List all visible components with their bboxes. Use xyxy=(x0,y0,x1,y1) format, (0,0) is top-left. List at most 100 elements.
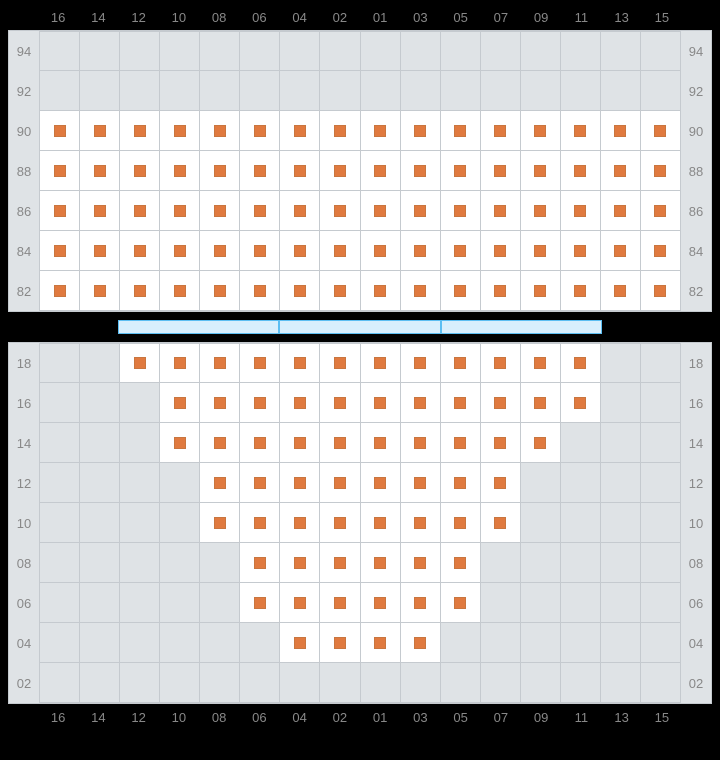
seat-available[interactable] xyxy=(320,191,360,231)
seat-available[interactable] xyxy=(120,271,160,311)
seat-available[interactable] xyxy=(361,191,401,231)
seat-available[interactable] xyxy=(320,111,360,151)
seat-available[interactable] xyxy=(200,151,240,191)
seat-available[interactable] xyxy=(401,191,441,231)
seat-available[interactable] xyxy=(481,343,521,383)
seat-available[interactable] xyxy=(441,151,481,191)
seat-available[interactable] xyxy=(200,423,240,463)
seat-available[interactable] xyxy=(39,191,80,231)
seat-available[interactable] xyxy=(280,151,320,191)
seat-available[interactable] xyxy=(320,271,360,311)
seat-available[interactable] xyxy=(521,423,561,463)
seat-available[interactable] xyxy=(561,271,601,311)
seat-available[interactable] xyxy=(280,623,320,663)
seat-available[interactable] xyxy=(280,383,320,423)
seat-available[interactable] xyxy=(120,151,160,191)
seat-available[interactable] xyxy=(240,271,280,311)
seat-available[interactable] xyxy=(441,231,481,271)
seat-available[interactable] xyxy=(441,271,481,311)
seat-available[interactable] xyxy=(160,191,200,231)
seat-available[interactable] xyxy=(601,231,641,271)
seat-available[interactable] xyxy=(39,151,80,191)
seat-available[interactable] xyxy=(320,151,360,191)
seat-available[interactable] xyxy=(481,463,521,503)
seat-available[interactable] xyxy=(320,543,360,583)
seat-available[interactable] xyxy=(160,151,200,191)
seat-available[interactable] xyxy=(401,463,441,503)
seat-available[interactable] xyxy=(481,191,521,231)
seat-available[interactable] xyxy=(521,271,561,311)
seat-available[interactable] xyxy=(200,503,240,543)
seat-available[interactable] xyxy=(361,383,401,423)
seat-available[interactable] xyxy=(441,503,481,543)
seat-available[interactable] xyxy=(401,343,441,383)
seat-available[interactable] xyxy=(521,231,561,271)
seat-available[interactable] xyxy=(160,343,200,383)
seat-available[interactable] xyxy=(240,423,280,463)
seat-available[interactable] xyxy=(361,343,401,383)
seat-available[interactable] xyxy=(280,503,320,543)
seat-available[interactable] xyxy=(200,463,240,503)
seat-available[interactable] xyxy=(441,463,481,503)
seat-available[interactable] xyxy=(401,271,441,311)
seat-available[interactable] xyxy=(160,383,200,423)
seat-available[interactable] xyxy=(200,271,240,311)
seat-available[interactable] xyxy=(561,151,601,191)
seat-available[interactable] xyxy=(441,423,481,463)
seat-available[interactable] xyxy=(240,463,280,503)
seat-available[interactable] xyxy=(561,111,601,151)
seat-available[interactable] xyxy=(361,423,401,463)
seat-available[interactable] xyxy=(200,343,240,383)
seat-available[interactable] xyxy=(441,191,481,231)
seat-available[interactable] xyxy=(641,271,681,311)
seat-available[interactable] xyxy=(320,343,360,383)
seat-available[interactable] xyxy=(481,151,521,191)
seat-available[interactable] xyxy=(401,583,441,623)
seat-available[interactable] xyxy=(200,383,240,423)
seat-available[interactable] xyxy=(361,583,401,623)
seat-available[interactable] xyxy=(521,111,561,151)
seat-available[interactable] xyxy=(521,191,561,231)
seat-available[interactable] xyxy=(481,423,521,463)
seat-available[interactable] xyxy=(160,423,200,463)
seat-available[interactable] xyxy=(120,191,160,231)
seat-available[interactable] xyxy=(280,191,320,231)
seat-available[interactable] xyxy=(280,343,320,383)
seat-available[interactable] xyxy=(280,583,320,623)
seat-available[interactable] xyxy=(641,231,681,271)
seat-available[interactable] xyxy=(401,623,441,663)
seat-available[interactable] xyxy=(361,623,401,663)
seat-available[interactable] xyxy=(240,543,280,583)
seat-available[interactable] xyxy=(160,271,200,311)
seat-available[interactable] xyxy=(200,191,240,231)
seat-available[interactable] xyxy=(280,423,320,463)
seat-available[interactable] xyxy=(361,271,401,311)
seat-available[interactable] xyxy=(280,231,320,271)
seat-available[interactable] xyxy=(441,343,481,383)
seat-available[interactable] xyxy=(80,191,120,231)
seat-available[interactable] xyxy=(240,231,280,271)
seat-available[interactable] xyxy=(160,231,200,271)
seat-available[interactable] xyxy=(521,343,561,383)
seat-available[interactable] xyxy=(120,111,160,151)
seat-available[interactable] xyxy=(39,111,80,151)
seat-available[interactable] xyxy=(441,583,481,623)
seat-available[interactable] xyxy=(320,583,360,623)
seat-available[interactable] xyxy=(320,231,360,271)
seat-available[interactable] xyxy=(481,383,521,423)
seat-available[interactable] xyxy=(441,543,481,583)
seat-available[interactable] xyxy=(601,271,641,311)
seat-available[interactable] xyxy=(361,543,401,583)
seat-available[interactable] xyxy=(481,503,521,543)
seat-available[interactable] xyxy=(240,343,280,383)
seat-available[interactable] xyxy=(361,111,401,151)
seat-available[interactable] xyxy=(561,383,601,423)
seat-available[interactable] xyxy=(320,423,360,463)
seat-available[interactable] xyxy=(361,503,401,543)
seat-available[interactable] xyxy=(601,151,641,191)
seat-available[interactable] xyxy=(361,231,401,271)
seat-available[interactable] xyxy=(80,151,120,191)
seat-available[interactable] xyxy=(601,191,641,231)
seat-available[interactable] xyxy=(521,383,561,423)
seat-available[interactable] xyxy=(240,111,280,151)
